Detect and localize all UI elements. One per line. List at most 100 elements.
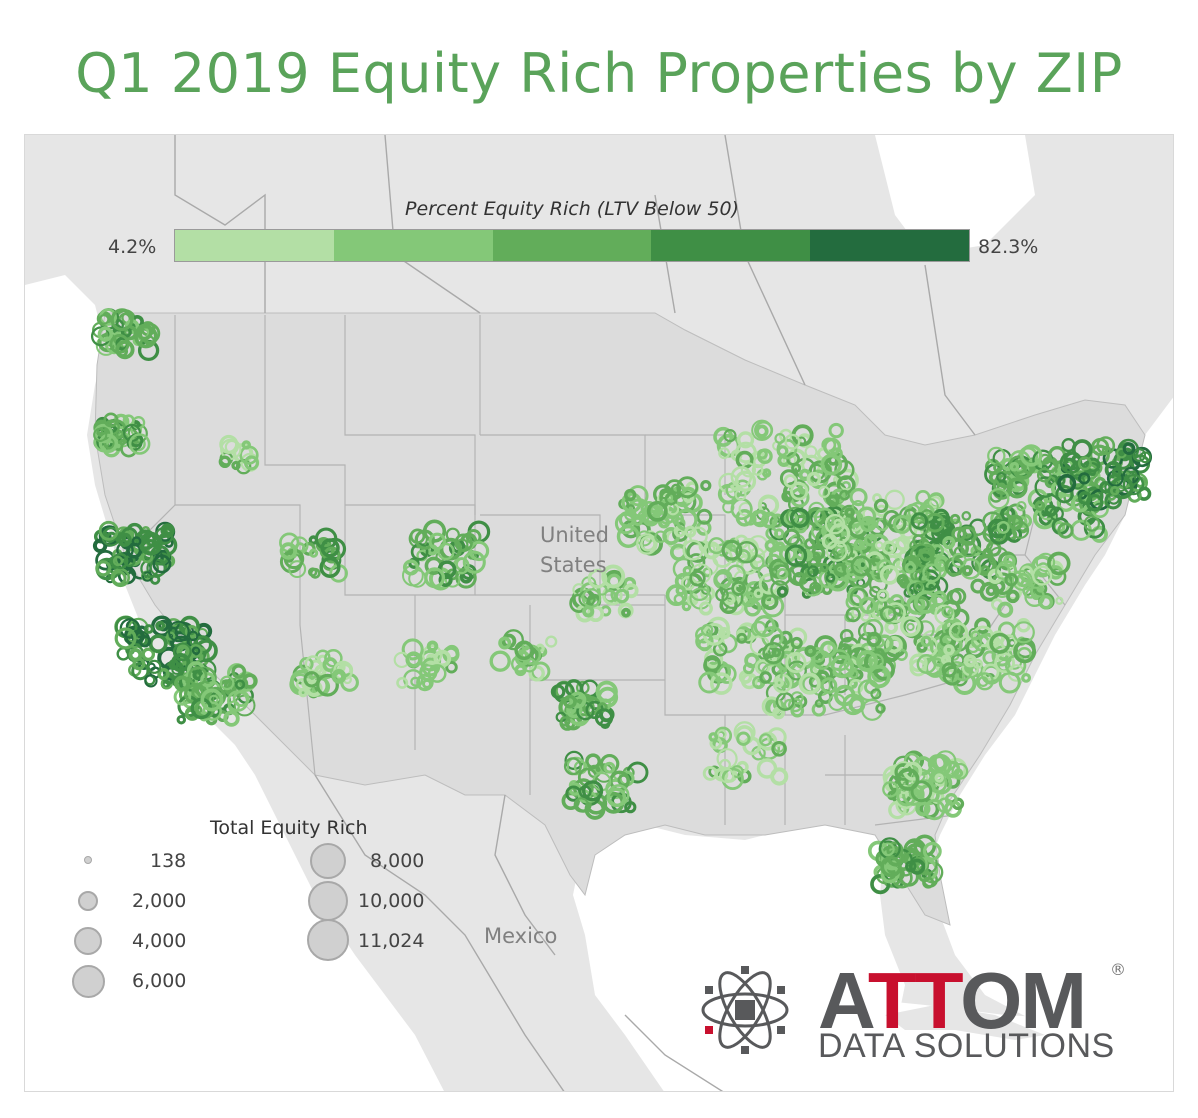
zip-marker[interactable]	[719, 601, 729, 611]
zip-marker[interactable]	[709, 672, 733, 695]
zip-marker[interactable]	[1085, 457, 1101, 473]
zip-marker[interactable]	[736, 731, 751, 746]
zip-marker[interactable]	[299, 657, 314, 672]
zip-marker[interactable]	[1055, 596, 1064, 605]
zip-marker[interactable]	[1069, 474, 1086, 490]
zip-marker[interactable]	[200, 672, 216, 688]
zip-marker[interactable]	[209, 694, 219, 705]
zip-marker[interactable]	[220, 438, 242, 460]
zip-marker[interactable]	[1006, 477, 1028, 499]
zip-marker[interactable]	[621, 492, 643, 514]
zip-marker[interactable]	[545, 635, 558, 648]
zip-marker[interactable]	[658, 498, 678, 518]
zip-marker[interactable]	[942, 536, 956, 550]
zip-marker[interactable]	[721, 539, 743, 561]
zip-marker[interactable]	[807, 557, 820, 570]
zip-marker[interactable]	[885, 602, 906, 623]
zip-marker[interactable]	[751, 509, 770, 528]
zip-marker[interactable]	[585, 753, 602, 770]
zip-marker[interactable]	[187, 630, 199, 642]
zip-marker[interactable]	[219, 675, 235, 691]
zip-marker[interactable]	[569, 691, 587, 709]
zip-marker[interactable]	[942, 665, 963, 686]
zip-marker[interactable]	[776, 586, 789, 598]
zip-marker[interactable]	[839, 489, 850, 501]
zip-marker[interactable]	[839, 628, 854, 643]
zip-marker[interactable]	[804, 538, 816, 550]
zip-marker[interactable]	[970, 630, 981, 641]
zip-marker[interactable]	[776, 567, 789, 580]
zip-marker[interactable]	[915, 489, 931, 506]
zip-marker[interactable]	[759, 671, 772, 684]
zip-marker[interactable]	[782, 528, 801, 547]
zip-marker[interactable]	[1049, 506, 1064, 522]
zip-marker[interactable]	[927, 754, 947, 773]
zip-marker[interactable]	[1024, 586, 1045, 607]
zip-marker[interactable]	[943, 644, 955, 656]
zip-marker[interactable]	[786, 660, 807, 681]
zip-marker[interactable]	[951, 552, 967, 568]
zip-marker[interactable]	[624, 508, 637, 521]
zip-marker[interactable]	[416, 673, 434, 692]
zip-marker[interactable]	[867, 664, 891, 689]
zip-marker[interactable]	[832, 667, 842, 677]
zip-marker[interactable]	[949, 513, 961, 525]
zip-marker[interactable]	[851, 500, 865, 513]
zip-marker[interactable]	[98, 433, 119, 454]
zip-marker[interactable]	[910, 512, 929, 530]
zip-marker[interactable]	[640, 535, 656, 552]
zip-marker[interactable]	[231, 664, 246, 679]
zip-marker[interactable]	[93, 427, 108, 442]
zip-marker[interactable]	[941, 605, 954, 618]
zip-marker[interactable]	[573, 797, 589, 813]
zip-marker[interactable]	[948, 622, 968, 642]
zip-marker[interactable]	[702, 541, 721, 560]
zip-marker[interactable]	[187, 666, 208, 686]
zip-marker[interactable]	[708, 732, 719, 742]
zip-marker[interactable]	[654, 530, 667, 544]
zip-marker[interactable]	[138, 635, 152, 648]
zip-marker[interactable]	[1083, 515, 1101, 532]
zip-marker[interactable]	[845, 607, 861, 623]
zip-marker[interactable]	[698, 671, 721, 694]
zip-marker[interactable]	[870, 688, 882, 700]
zip-marker[interactable]	[421, 657, 441, 677]
zip-marker[interactable]	[788, 697, 803, 713]
zip-marker[interactable]	[172, 642, 192, 662]
zip-marker[interactable]	[982, 524, 1002, 544]
zip-marker[interactable]	[1061, 438, 1076, 453]
zip-marker[interactable]	[702, 765, 718, 781]
zip-marker[interactable]	[734, 470, 757, 492]
zip-marker[interactable]	[734, 489, 747, 501]
zip-marker[interactable]	[987, 487, 1010, 510]
zip-marker[interactable]	[875, 703, 886, 714]
zip-marker[interactable]	[761, 511, 778, 529]
zip-marker[interactable]	[1090, 525, 1108, 543]
zip-marker[interactable]	[989, 632, 1011, 654]
zip-marker[interactable]	[405, 651, 422, 668]
zip-marker[interactable]	[489, 650, 511, 672]
zip-marker[interactable]	[914, 568, 930, 584]
zip-marker[interactable]	[735, 541, 758, 564]
zip-marker[interactable]	[304, 655, 322, 673]
zip-marker[interactable]	[920, 635, 932, 647]
zip-marker[interactable]	[944, 793, 958, 806]
zip-marker[interactable]	[1132, 448, 1147, 462]
zip-marker[interactable]	[876, 589, 890, 602]
zip-marker[interactable]	[987, 518, 1008, 539]
zip-marker[interactable]	[1047, 551, 1071, 576]
zip-marker[interactable]	[1006, 589, 1020, 604]
zip-marker[interactable]	[174, 675, 191, 692]
zip-marker[interactable]	[115, 339, 135, 360]
zip-marker[interactable]	[922, 563, 942, 583]
zip-marker[interactable]	[882, 609, 898, 625]
zip-marker[interactable]	[1034, 476, 1057, 498]
zip-marker[interactable]	[160, 523, 175, 538]
zip-marker[interactable]	[863, 618, 884, 640]
zip-marker[interactable]	[804, 445, 818, 459]
zip-marker[interactable]	[1122, 473, 1145, 496]
zip-marker[interactable]	[879, 605, 897, 623]
zip-marker[interactable]	[118, 312, 131, 325]
zip-marker[interactable]	[1036, 467, 1052, 483]
zip-marker[interactable]	[900, 615, 921, 637]
